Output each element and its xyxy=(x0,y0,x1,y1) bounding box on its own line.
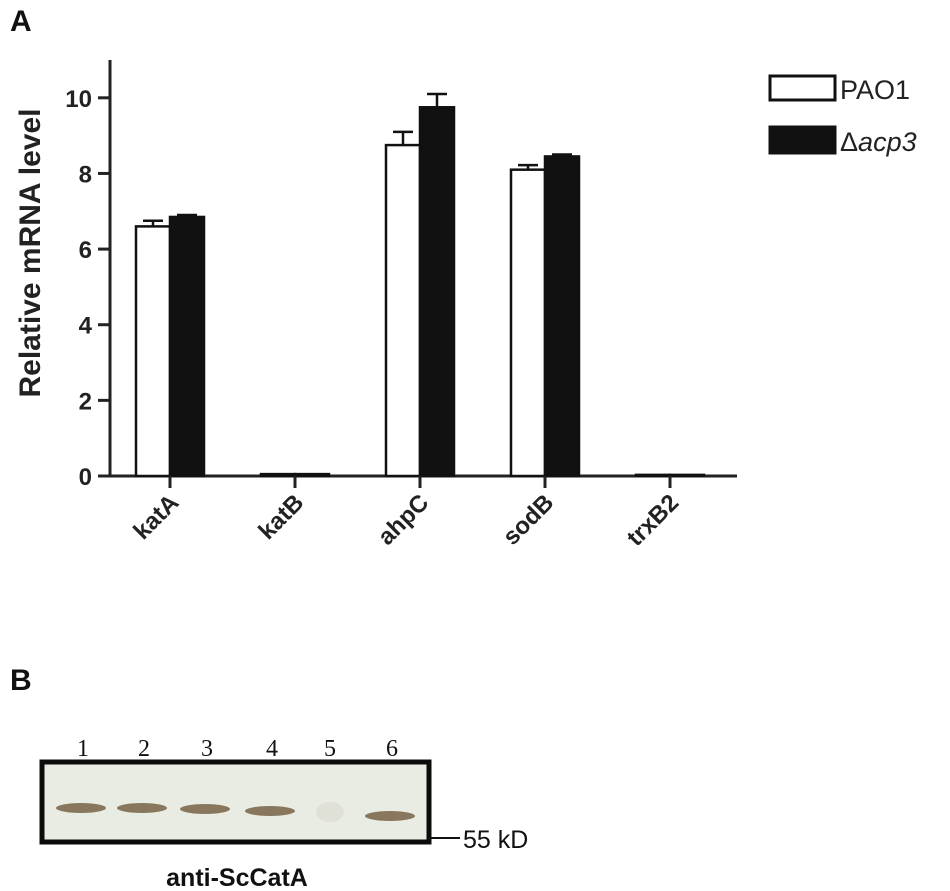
x-tick-label-ahpc: ahpC xyxy=(373,489,435,551)
blot-band-lane-4 xyxy=(245,806,295,816)
bar-acp3-kata xyxy=(168,215,206,478)
y-tick-label: 6 xyxy=(79,237,92,264)
legend-delta-symbol: Δ xyxy=(840,127,858,157)
blot-band-lane-2 xyxy=(117,803,167,813)
western-blot: 1 2 3 4 5 6 55 kD anti-ScCatA xyxy=(39,736,528,891)
y-tick-label: 2 xyxy=(79,388,92,415)
x-tick-label-trxb2: trxB2 xyxy=(622,489,684,551)
blot-empty-lane-5 xyxy=(316,802,344,822)
bar-pao1-katb xyxy=(259,472,297,478)
legend-acp3-name: acp3 xyxy=(858,127,917,157)
lane-label-2: 2 xyxy=(138,736,150,762)
marker-label: 55 kD xyxy=(463,826,528,854)
legend-label-acp3: Δacp3 xyxy=(840,127,917,157)
bar-pao1-ahpc xyxy=(384,143,422,478)
bar-pao1-sodb xyxy=(509,168,547,478)
legend-swatch-acp3 xyxy=(768,125,837,155)
bar-pao1-trxb2 xyxy=(634,473,672,478)
y-tick-label: 8 xyxy=(79,161,92,188)
x-tick-label-katb: katB xyxy=(253,489,309,545)
lane-label-6: 6 xyxy=(386,736,398,762)
lane-label-3: 3 xyxy=(201,736,213,762)
x-tick-label-sodb: sodB xyxy=(498,489,560,551)
bars xyxy=(134,92,706,478)
y-ticks: 0 2 4 6 8 10 xyxy=(65,86,110,491)
lane-label-1: 1 xyxy=(77,736,89,762)
lane-label-4: 4 xyxy=(266,736,278,762)
panel-a-label: A xyxy=(10,5,32,38)
y-tick-label: 0 xyxy=(79,464,92,491)
blot-band-lane-1 xyxy=(56,803,106,813)
y-axis-title: Relative mRNA level xyxy=(14,108,47,397)
legend-label-pao1: PAO1 xyxy=(840,75,910,105)
lane-labels: 1 2 3 4 5 6 xyxy=(77,736,398,762)
bar-pao1-kata xyxy=(134,225,172,478)
blot-band-lane-6 xyxy=(365,811,415,821)
antibody-label: anti-ScCatA xyxy=(166,864,308,891)
y-tick-label: 4 xyxy=(79,313,93,340)
blot-band-lane-3 xyxy=(180,804,230,814)
x-ticks: katA katB ahpC sodB trxB2 xyxy=(128,476,684,552)
bar-acp3-ahpc xyxy=(418,106,456,478)
bar-acp3-trxb2 xyxy=(668,473,706,478)
x-tick-label-kata: katA xyxy=(128,489,184,545)
lane-label-5: 5 xyxy=(324,736,336,762)
legend-swatch-pao1 xyxy=(768,74,837,102)
bar-acp3-sodb xyxy=(543,155,581,478)
blot-bands xyxy=(56,802,415,822)
blot-membrane xyxy=(39,759,432,845)
legend: PAO1 Δacp3 xyxy=(768,74,917,157)
bar-chart: Relative mRNA level 0 2 4 6 8 10 katA katB ahpC… xyxy=(14,60,737,552)
panel-b-label: B xyxy=(10,664,32,697)
bar-acp3-katb xyxy=(293,472,331,478)
y-tick-label: 10 xyxy=(65,86,92,113)
